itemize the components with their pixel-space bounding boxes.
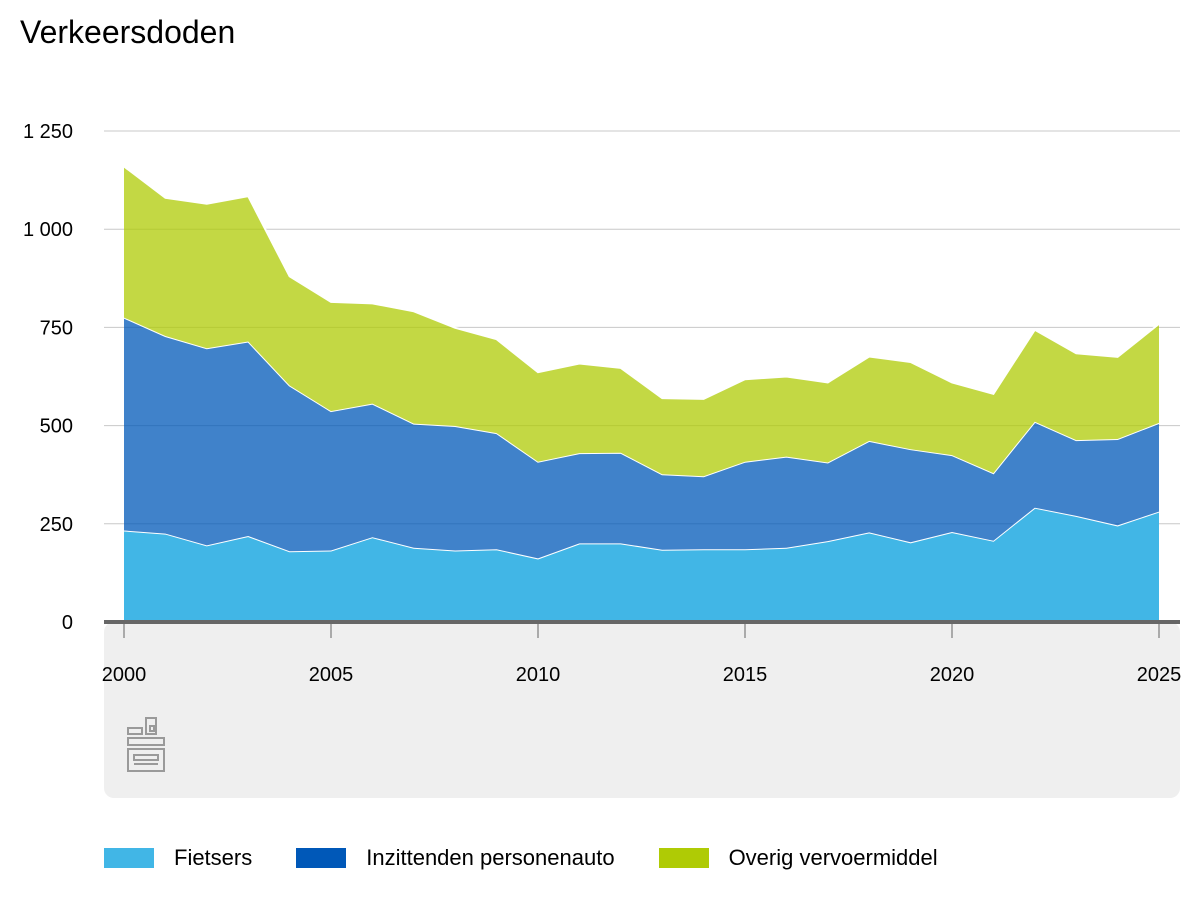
legend-swatch-personenauto [296, 848, 347, 868]
y-tick-label: 750 [40, 317, 73, 339]
x-tick-label: 2020 [930, 664, 975, 686]
stacked-areas [123, 165, 1160, 622]
legend-swatch-overig [658, 848, 709, 868]
chart-footer-panel [104, 622, 1180, 798]
legend-label-overig: Overig vervoermiddel [728, 845, 938, 870]
y-tick-label: 250 [40, 514, 73, 536]
y-tick-label: 1 000 [23, 219, 73, 241]
x-tick-label: 2015 [723, 664, 768, 686]
chart-title: Verkeersdoden [20, 14, 236, 50]
legend-item-fietsers[interactable]: Fietsers [104, 845, 252, 871]
x-tick-label: 2025 [1137, 664, 1182, 686]
x-axis [104, 620, 1180, 638]
x-axis-labels: 2000 2005 2010 2015 2020 2025 [102, 664, 1182, 686]
y-tick-label: 0 [62, 612, 73, 634]
y-tick-label: 1 250 [23, 121, 73, 143]
y-axis-labels: 0 250 500 750 1 000 1 250 [23, 121, 73, 634]
legend-item-overig[interactable]: Overig vervoermiddel [658, 845, 938, 871]
x-tick-label: 2010 [516, 664, 561, 686]
legend-swatch-fietsers [104, 848, 154, 868]
x-tick-label: 2005 [309, 664, 354, 686]
legend: Fietsers Inzittenden personenauto Overig… [104, 845, 982, 871]
area-series-2 [124, 166, 1159, 477]
y-tick-label: 500 [40, 416, 73, 438]
area-series-0 [124, 507, 1159, 622]
legend-label-personenauto: Inzittenden personenauto [366, 845, 615, 870]
area-series-1 [124, 317, 1159, 559]
x-tick-label: 2000 [102, 664, 147, 686]
legend-label-fietsers: Fietsers [174, 845, 253, 870]
legend-item-personenauto[interactable]: Inzittenden personenauto [296, 845, 615, 871]
area-series-2-edge [123, 165, 1160, 400]
cbs-logo-icon [127, 717, 165, 772]
